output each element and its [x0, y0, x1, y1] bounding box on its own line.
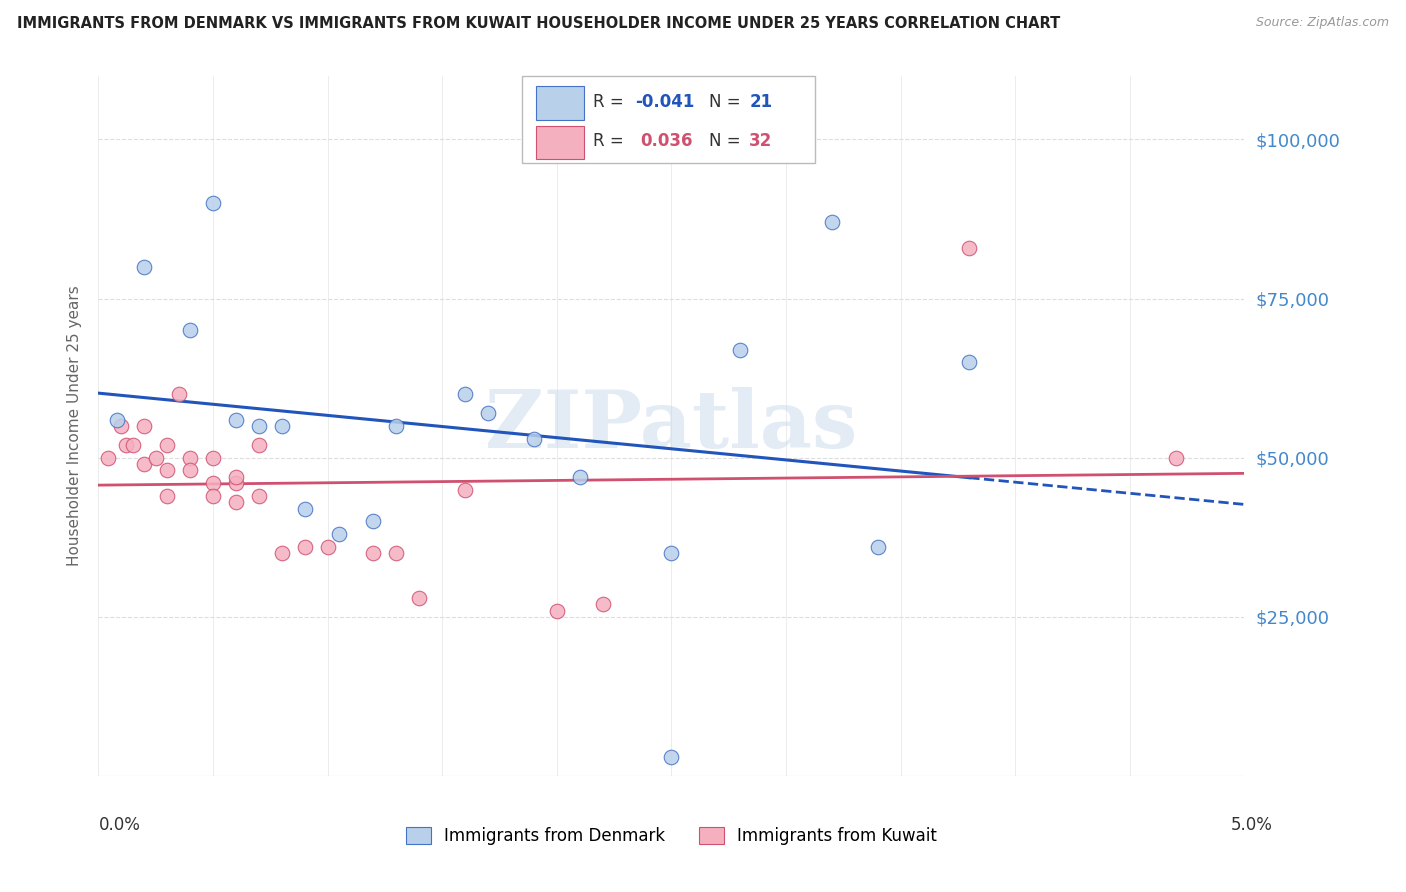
Point	[385, 546, 408, 560]
Text: R =: R =	[593, 132, 630, 150]
Point	[866, 540, 889, 554]
Point	[408, 591, 430, 605]
Point	[592, 597, 614, 611]
Point	[270, 546, 292, 560]
Point	[134, 457, 156, 471]
Text: IMMIGRANTS FROM DENMARK VS IMMIGRANTS FROM KUWAIT HOUSEHOLDER INCOME UNDER 25 YE: IMMIGRANTS FROM DENMARK VS IMMIGRANTS FR…	[17, 16, 1060, 31]
Point	[247, 438, 270, 452]
Point	[156, 463, 179, 477]
Point	[225, 476, 247, 491]
Text: 0.0%: 0.0%	[98, 816, 141, 834]
FancyBboxPatch shape	[523, 76, 814, 163]
Point	[363, 515, 385, 529]
Point	[385, 418, 408, 433]
Point	[821, 215, 844, 229]
Point	[957, 355, 980, 369]
Text: N =: N =	[709, 93, 747, 111]
Text: N =: N =	[709, 132, 747, 150]
Point	[225, 412, 247, 426]
Point	[225, 495, 247, 509]
Text: ZIPatlas: ZIPatlas	[485, 387, 858, 465]
Text: 5.0%: 5.0%	[1230, 816, 1272, 834]
FancyBboxPatch shape	[536, 87, 585, 120]
Point	[568, 470, 591, 484]
Point	[202, 450, 225, 465]
Point	[202, 196, 225, 211]
Point	[134, 260, 156, 274]
Text: 0.036: 0.036	[640, 132, 693, 150]
Point	[110, 418, 132, 433]
Point	[454, 483, 477, 497]
Point	[316, 540, 339, 554]
Point	[661, 546, 683, 560]
Point	[957, 241, 980, 255]
Point	[179, 463, 201, 477]
Point	[121, 438, 143, 452]
Text: 21: 21	[749, 93, 772, 111]
Text: Source: ZipAtlas.com: Source: ZipAtlas.com	[1256, 16, 1389, 29]
Point	[661, 750, 683, 764]
Point	[523, 432, 546, 446]
Point	[97, 450, 120, 465]
Point	[202, 489, 225, 503]
Y-axis label: Householder Income Under 25 years: Householder Income Under 25 years	[66, 285, 82, 566]
Point	[202, 476, 225, 491]
Point	[477, 406, 499, 420]
Point	[363, 546, 385, 560]
Point	[156, 489, 179, 503]
Point	[546, 603, 568, 617]
Point	[270, 418, 292, 433]
Point	[728, 343, 751, 357]
Point	[247, 418, 270, 433]
Point	[1164, 450, 1187, 465]
Point	[179, 323, 201, 337]
Text: 32: 32	[749, 132, 772, 150]
Text: -0.041: -0.041	[634, 93, 695, 111]
Point	[105, 412, 128, 426]
Point	[294, 501, 316, 516]
Point	[134, 418, 156, 433]
Legend: Immigrants from Denmark, Immigrants from Kuwait: Immigrants from Denmark, Immigrants from…	[399, 821, 943, 852]
Point	[247, 489, 270, 503]
Text: R =: R =	[593, 93, 630, 111]
Point	[156, 438, 179, 452]
FancyBboxPatch shape	[536, 126, 585, 159]
Point	[115, 438, 138, 452]
Point	[145, 450, 167, 465]
Point	[225, 470, 247, 484]
Point	[179, 450, 201, 465]
Point	[167, 387, 190, 401]
Point	[454, 387, 477, 401]
Point	[294, 540, 316, 554]
Point	[328, 527, 350, 541]
